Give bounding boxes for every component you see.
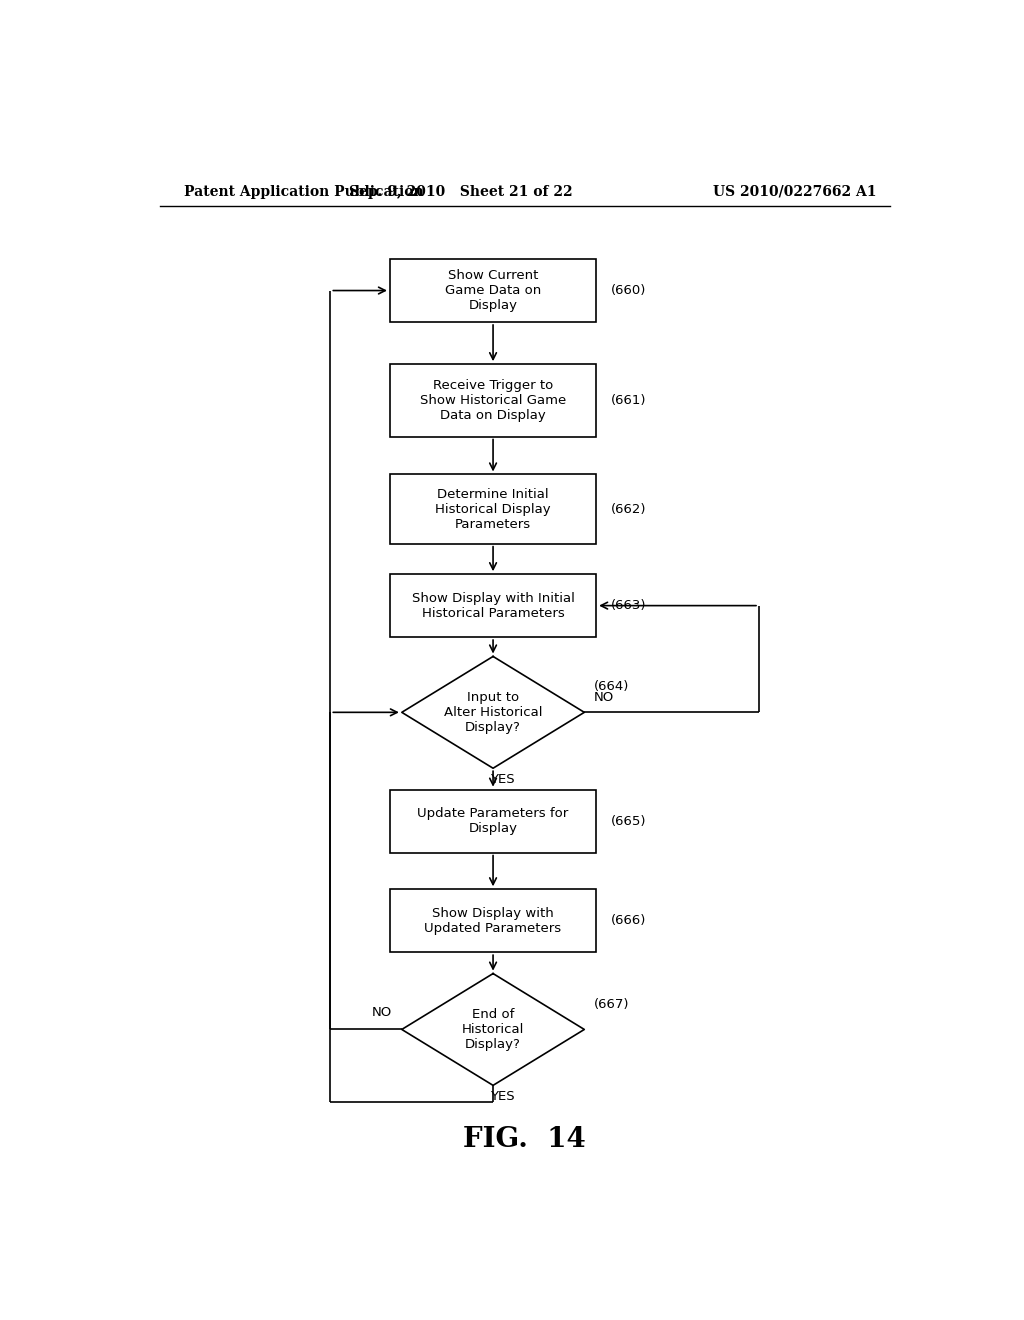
Text: Receive Trigger to
Show Historical Game
Data on Display: Receive Trigger to Show Historical Game … <box>420 379 566 422</box>
Text: Sep. 9, 2010   Sheet 21 of 22: Sep. 9, 2010 Sheet 21 of 22 <box>349 185 573 199</box>
Text: US 2010/0227662 A1: US 2010/0227662 A1 <box>713 185 877 199</box>
Text: (663): (663) <box>610 599 646 612</box>
FancyBboxPatch shape <box>390 364 596 437</box>
Text: YES: YES <box>490 774 515 787</box>
Text: (666): (666) <box>610 915 646 927</box>
Text: Input to
Alter Historical
Display?: Input to Alter Historical Display? <box>443 690 543 734</box>
Text: End of
Historical
Display?: End of Historical Display? <box>462 1008 524 1051</box>
Text: Patent Application Publication: Patent Application Publication <box>183 185 423 199</box>
Text: (665): (665) <box>610 814 646 828</box>
Text: NO: NO <box>372 1006 392 1019</box>
Text: Update Parameters for
Display: Update Parameters for Display <box>418 807 568 836</box>
Text: FIG.  14: FIG. 14 <box>464 1126 586 1152</box>
FancyBboxPatch shape <box>390 890 596 952</box>
Text: Show Display with
Updated Parameters: Show Display with Updated Parameters <box>425 907 561 935</box>
Text: YES: YES <box>490 1090 515 1104</box>
Text: Show Current
Game Data on
Display: Show Current Game Data on Display <box>445 269 541 312</box>
FancyBboxPatch shape <box>390 474 596 544</box>
Text: Determine Initial
Historical Display
Parameters: Determine Initial Historical Display Par… <box>435 487 551 531</box>
Text: Show Display with Initial
Historical Parameters: Show Display with Initial Historical Par… <box>412 591 574 619</box>
Text: (660): (660) <box>610 284 646 297</box>
Text: (662): (662) <box>610 503 646 516</box>
Text: (661): (661) <box>610 393 646 407</box>
FancyBboxPatch shape <box>390 574 596 638</box>
Text: NO: NO <box>594 692 614 704</box>
FancyBboxPatch shape <box>390 789 596 853</box>
Text: (664): (664) <box>594 680 629 693</box>
Text: (667): (667) <box>594 998 630 1011</box>
FancyBboxPatch shape <box>390 259 596 322</box>
